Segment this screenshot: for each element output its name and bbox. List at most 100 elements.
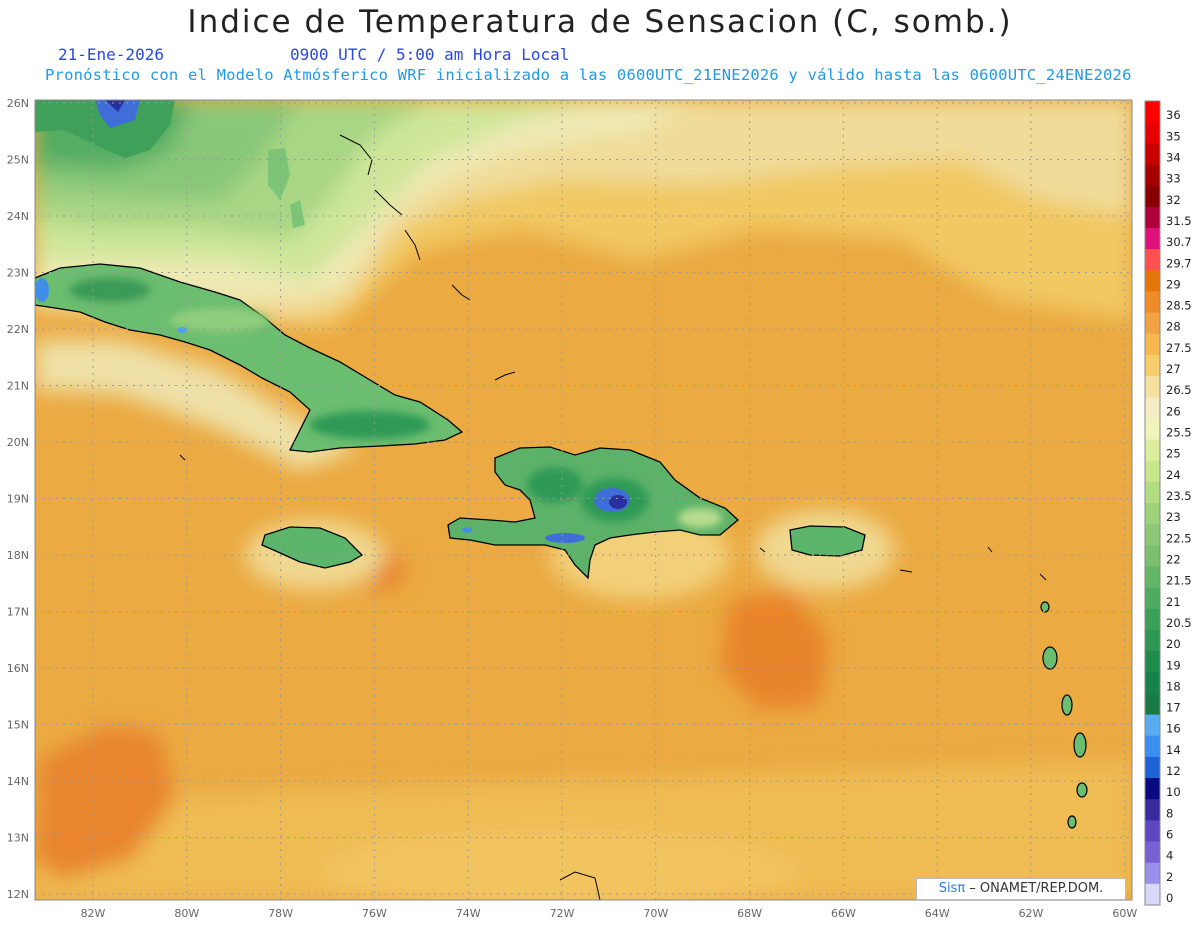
colorbar-swatch [1145,439,1160,462]
map-title: Indice de Temperatura de Sensacion (C, s… [187,4,1013,40]
map-field [35,100,1132,900]
cuba-landmass [35,263,464,453]
colorbar-level-label: 20.5 [1166,616,1192,630]
colorbar-swatch [1145,397,1160,419]
colorbar-swatch [1145,101,1160,123]
lat-label: 20N [7,436,29,449]
colorbar-level-label: 4 [1166,849,1173,863]
lon-label: 82W [81,907,106,920]
sispi-logo: Sisπ [938,881,966,896]
colorbar-level-label: 12 [1166,764,1181,778]
colorbar-level-label: 6 [1166,828,1173,842]
lat-label: 26N [7,97,29,110]
lon-label: 62W [1019,907,1044,920]
lat-label: 25N [7,154,29,167]
colorbar-swatch [1145,291,1160,314]
colorbar-swatch [1145,820,1160,843]
colorbar-swatch [1145,545,1160,567]
colorbar: 363534333231.530.729.72928.52827.52726.5… [1144,100,1192,906]
colorbar-level-label: 33 [1166,172,1181,186]
colorbar-level-label: 22.5 [1166,531,1192,545]
colorbar-swatch [1145,227,1160,250]
colorbar-level-label: 10 [1166,785,1181,799]
colorbar-swatch [1145,503,1160,525]
colorbar-level-label: 25.5 [1166,426,1192,440]
colorbar-level-label: 23.5 [1166,489,1192,503]
colorbar-swatch [1145,524,1160,546]
lon-label: 72W [550,907,575,920]
forecast-description: Pronóstico con el Modelo Atmósferico WRF… [45,66,1132,84]
colorbar-swatch [1145,354,1160,377]
lat-label: 23N [7,267,29,280]
colorbar-swatch [1145,460,1160,483]
colorbar-level-label: 32 [1166,193,1181,207]
lat-label: 14N [7,775,29,788]
colorbar-level-label: 24 [1166,468,1181,482]
jamaica-landmass [261,526,364,569]
colorbar-swatch [1145,735,1160,758]
colorbar-level-label: 20 [1166,637,1181,651]
puerto-rico-landmass [789,525,866,557]
lat-label: 18N [7,549,29,562]
lesser-antilles [1040,601,1088,829]
lat-lon-grid [35,100,1132,900]
colorbar-swatch [1145,778,1160,800]
colorbar-swatch [1145,672,1160,694]
lon-label: 74W [456,907,481,920]
colorbar-level-label: 28 [1166,320,1181,334]
colorbar-swatch [1145,651,1160,673]
lat-label: 12N [7,888,29,901]
colorbar-level-label: 8 [1166,806,1173,820]
colorbar-swatch [1145,206,1160,229]
lon-label: 64W [925,907,950,920]
date-label: 21-Ene-2026 [58,45,164,64]
lon-label: 76W [362,907,387,920]
colorbar-swatch [1145,143,1160,165]
lon-label: 78W [268,907,293,920]
colorbar-swatch [1145,270,1160,292]
colorbar-level-label: 22 [1166,552,1181,566]
lon-label: 70W [643,907,668,920]
colorbar-frame [1144,100,1161,906]
colorbar-level-label: 21 [1166,595,1181,609]
lon-label: 68W [737,907,762,920]
lon-label: 80W [174,907,199,920]
lat-label: 21N [7,380,29,393]
colorbar-swatch [1145,249,1160,271]
colorbar-swatch [1145,333,1160,356]
colorbar-swatch [1145,481,1160,504]
colorbar-level-label: 14 [1166,743,1181,757]
colorbar-level-label: 34 [1166,150,1181,164]
colorbar-swatch [1145,756,1160,779]
colorbar-swatch [1145,312,1160,335]
colorbar-level-label: 29.7 [1166,256,1192,270]
colorbar-swatch [1145,693,1160,716]
colorbar-level-label: 27.5 [1166,341,1192,355]
colorbar-level-label: 19 [1166,658,1181,672]
colorbar-swatch [1145,587,1160,610]
lat-label: 13N [7,832,29,845]
lat-label: 22N [7,323,29,336]
colorbar-swatch [1145,164,1160,187]
colorbar-level-label: 26.5 [1166,383,1192,397]
colorbar-level-label: 36 [1166,108,1181,122]
lat-label: 15N [7,719,29,732]
colorbar-level-label: 30.7 [1166,235,1192,249]
colorbar-swatch [1145,714,1160,737]
lat-label: 17N [7,606,29,619]
lat-label: 16N [7,662,29,675]
colorbar-level-label: 21.5 [1166,574,1192,588]
colorbar-swatch [1145,418,1160,441]
credit-text: – ONAMET/REP.DOM. [965,881,1104,896]
colorbar-swatch [1145,883,1160,906]
colorbar-level-label: 0 [1166,891,1173,905]
colorbar-level-label: 25 [1166,447,1181,461]
colorbar-level-label: 27 [1166,362,1181,376]
colorbar-swatch [1145,608,1160,631]
colorbar-swatch [1145,629,1160,652]
colorbar-level-label: 18 [1166,679,1181,693]
colorbar-swatch [1145,185,1160,208]
colorbar-level-label: 28.5 [1166,299,1192,313]
lon-label: 60W [1112,907,1137,920]
